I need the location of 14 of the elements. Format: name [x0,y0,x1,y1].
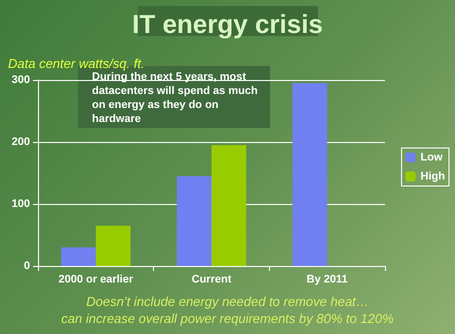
legend-label: High [420,170,446,182]
x-tick-label: By 2011 [306,274,348,286]
y-tick-label: 200 [12,136,30,148]
y-tick-label: 100 [12,198,30,210]
x-tick-label: Current [192,274,232,286]
y-tick-label: 0 [24,260,30,272]
y-axis-title: Data center watts/sq. ft. [8,56,145,71]
annotation: During the next 5 years, most datacenters will spend as much on energy as they do on hardware [92,71,261,125]
legend-label: Low [420,152,443,164]
text: can increase overall power requirements by 80% to 120% [61,311,394,326]
chart-title: IT energy crisis [132,9,323,39]
text: Doesn’t include energy needed to remove heat… [86,294,369,309]
x-tick-label: 2000 or earlier [58,274,134,286]
y-tick-label: 300 [12,74,30,86]
